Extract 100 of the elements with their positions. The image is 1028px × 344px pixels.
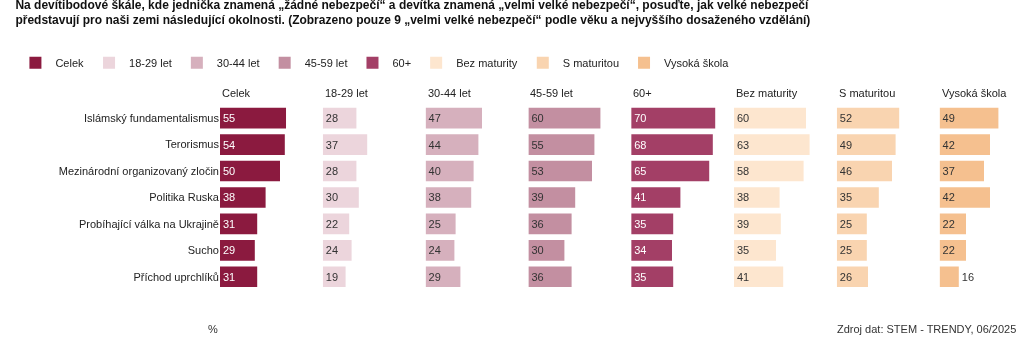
legend-label: 60+ [392,56,412,69]
data-label: 37 [942,165,955,178]
data-label: 49 [942,112,955,125]
bar [322,266,346,288]
bar [631,160,710,182]
y-tick-label: Příchod uprchlíků [133,270,219,283]
data-label: 25 [428,217,441,230]
y-tick-label: Sucho [187,244,219,257]
bar [219,240,255,261]
y-tick-label: Terorismus [165,138,220,151]
bar [425,160,474,182]
bar [939,187,990,208]
data-label: 19 [325,270,339,283]
bar [939,266,959,288]
data-label: 35 [839,191,853,204]
data-label: 30 [531,244,544,257]
bar [425,107,482,129]
data-label: 16 [961,270,975,283]
chart-subtitle: 45-59 let [530,87,573,99]
bar [631,266,674,288]
bar [528,240,565,261]
bar [425,134,479,155]
data-label: 63 [736,138,750,151]
data-label: 35 [634,270,647,283]
data-label: 65 [634,165,647,178]
bar [219,187,266,208]
data-label: 42 [942,138,955,151]
y-tick-label: Mezinárodní organizovaný zločin [58,164,219,177]
data-label: 22 [942,244,955,257]
bar [219,134,285,155]
bar [219,107,287,129]
bar [631,107,716,129]
legend-label: 18-29 let [129,56,172,69]
data-label: 40 [428,165,441,178]
data-label: 22 [325,217,339,230]
data-label: 34 [634,244,647,257]
legend-label: Bez maturity [456,56,518,69]
bar [836,107,900,129]
data-label: 44 [428,138,441,151]
bar [836,266,868,288]
data-label: 29 [428,270,441,283]
legend-label: Vysoká škola [664,56,730,69]
bar [219,160,280,182]
chart-subtitle: S maturitou [839,87,896,99]
data-label: 31 [222,217,236,230]
chart-subtitle: Bez maturity [736,87,798,99]
legend-label: 45-59 let [304,56,348,69]
data-label: 42 [942,191,955,204]
bar [836,187,879,208]
data-label: 22 [942,217,955,230]
chart-subtitle: 60+ [633,87,652,99]
bar [425,266,461,288]
bar [733,266,784,288]
text: Zdroj dat: STEM - TRENDY, 06/2025 [837,323,1017,335]
data-label: 30 [325,191,339,204]
data-label: 49 [839,138,853,151]
bar [733,187,780,208]
legend-label: 30-44 let [216,56,260,69]
data-label: 50 [222,165,236,178]
data-label: 39 [736,217,750,230]
bar [836,240,867,261]
data-label: 25 [839,217,853,230]
bar [528,187,576,208]
bar [733,240,776,261]
bar [631,240,672,261]
data-label: 55 [531,138,544,151]
bar [733,213,781,235]
bar [733,160,804,182]
data-label: 39 [531,191,544,204]
bar [939,107,999,129]
data-label: 60 [736,112,750,125]
data-label: 36 [531,270,544,283]
bar [219,266,258,288]
data-label: 38 [736,191,750,204]
bar [733,134,810,155]
legend-label: Celek [55,56,85,69]
bar [733,107,807,129]
data-label: 24 [325,244,339,257]
data-label: 60 [531,112,544,125]
chart-subtitle: 18-29 let [325,87,368,99]
data-label: 29 [222,244,236,257]
data-label: 41 [736,270,750,283]
bar [528,266,572,288]
data-label: 35 [736,244,750,257]
bar [631,134,713,155]
data-label: 25 [839,244,853,257]
y-tick-label: Probíhající válka na Ukrajině [78,217,219,230]
data-label: 35 [634,217,647,230]
bar [322,187,359,208]
y-tick-label: Politika Ruska [149,191,220,204]
data-label: 53 [531,165,544,178]
data-label: 38 [428,191,441,204]
bar [939,134,990,155]
bar [322,240,352,261]
data-label: 36 [531,217,544,230]
bar [939,160,984,182]
text: Na devítibodové škále, kde jednička znamená „žádné nebezpečí“ a devítka znamená „velmi velké nebezpečí“, posuďte, jak velké nebezpečí představují pro naši zemi následující okolnosti. (Zobrazeno pouze 9 „velmi velké nebezpečí“ podle věku a nejvyššího dosaženého vzdělání) [15,0,811,28]
data-label: 46 [839,165,853,178]
data-label: 68 [634,138,647,151]
bar [631,187,681,208]
